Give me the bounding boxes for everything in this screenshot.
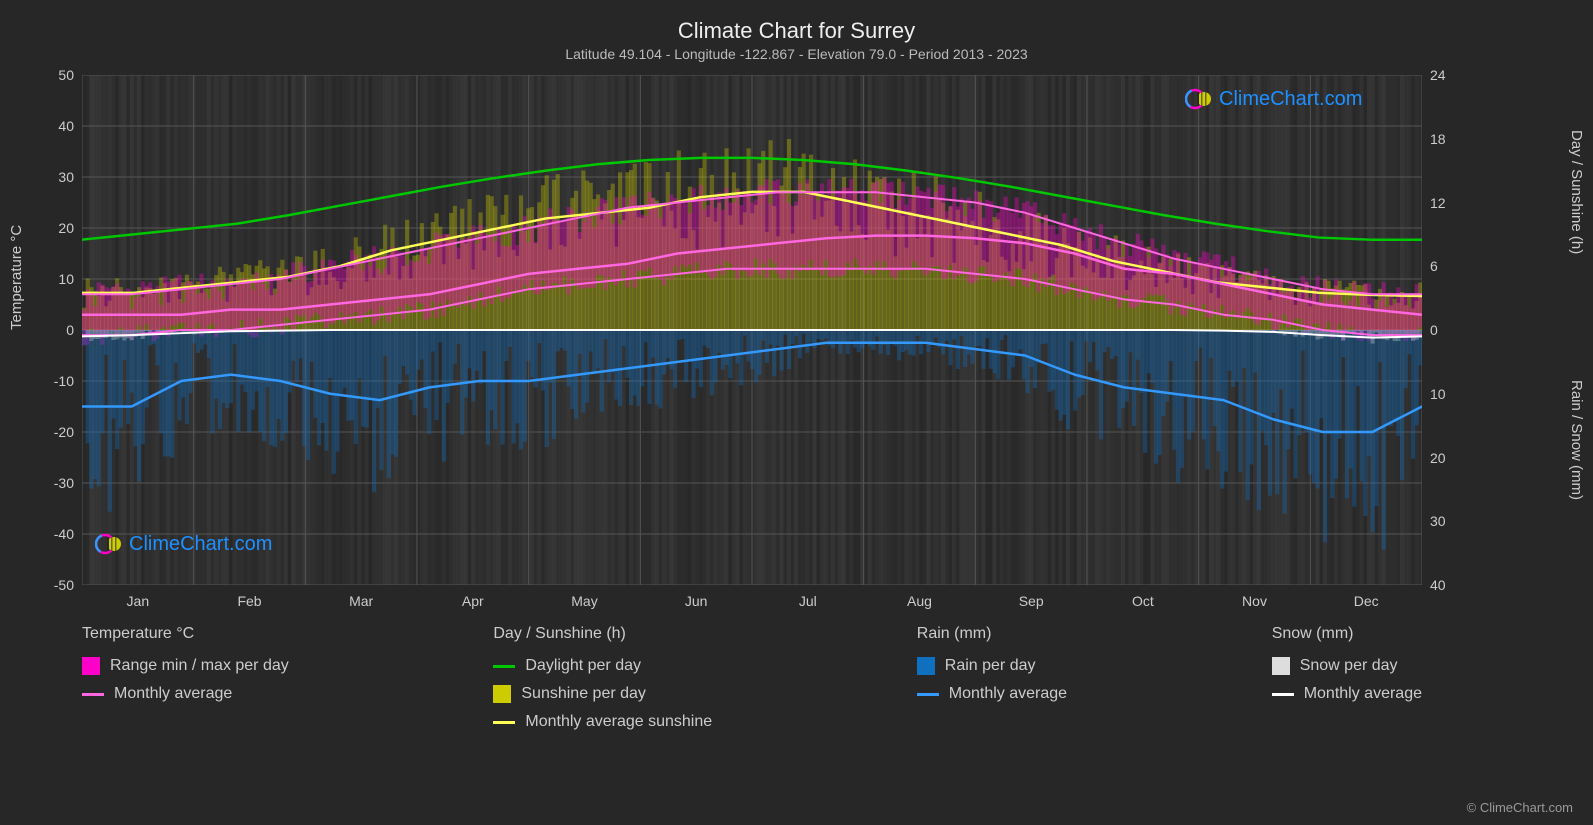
legend-column: Rain (mm) Rain per day Monthly average [917,625,1067,731]
axis-tick: Nov [1242,593,1267,609]
axis-tick: 10 [34,271,74,287]
axis-tick: 24 [1430,67,1446,83]
axis-tick: 6 [1430,258,1438,274]
legend-label: Daylight per day [525,657,641,675]
axis-tick: Jul [799,593,817,609]
brand-logo: ClimeChart.com [1185,85,1362,113]
axis-tick: 40 [1430,577,1446,593]
legend-column: Temperature °C Range min / max per day Mon… [82,625,289,731]
axis-tick: -20 [34,424,74,440]
axis-tick: 30 [1430,513,1446,529]
legend-label: Range min / max per day [110,657,289,675]
y-axis-right-top-label: Day / Sunshine (h) [1568,130,1585,254]
plot-area [82,75,1422,585]
legend-label: Monthly average sunshine [525,713,712,731]
axis-tick: Sep [1019,593,1044,609]
legend-item: Daylight per day [493,657,712,675]
legend-column: Day / Sunshine (h) Daylight per day Sunshi… [493,625,712,731]
axis-tick: 0 [34,322,74,338]
legend-label: Monthly average [949,685,1067,703]
axis-tick: 30 [34,169,74,185]
legend-label: Snow per day [1300,657,1398,675]
legend-item: Range min / max per day [82,657,289,675]
axis-tick: 20 [34,220,74,236]
axis-tick: 20 [1430,450,1446,466]
legend-item: Monthly average [82,685,289,703]
axis-tick: -40 [34,526,74,542]
axis-tick: Jun [685,593,708,609]
legend-item: Snow per day [1272,657,1422,675]
legend-label: Monthly average [114,685,232,703]
legend-label: Sunshine per day [521,685,646,703]
legend-swatch [493,721,515,724]
legend: Temperature °C Range min / max per day Mon… [82,625,1422,731]
legend-item: Monthly average sunshine [493,713,712,731]
chart-title: Climate Chart for Surrey [0,18,1593,44]
axis-tick: 12 [1430,195,1446,211]
legend-swatch [917,693,939,696]
axis-tick: Aug [907,593,932,609]
legend-swatch [917,657,935,675]
legend-item: Monthly average [1272,685,1422,703]
brand-text: ClimeChart.com [1219,88,1362,111]
copyright: © ClimeChart.com [1467,800,1573,815]
axis-tick: May [571,593,597,609]
chart-subtitle: Latitude 49.104 - Longitude -122.867 - E… [0,46,1593,62]
legend-swatch [493,685,511,703]
axis-tick: Feb [237,593,261,609]
y-axis-right-bottom-label: Rain / Snow (mm) [1568,380,1585,500]
axis-tick: 0 [1430,322,1438,338]
legend-label: Rain per day [945,657,1036,675]
legend-column: Snow (mm) Snow per day Monthly average [1272,625,1422,731]
axis-tick: Dec [1354,593,1379,609]
legend-swatch [493,665,515,668]
brand-logo: ClimeChart.com [95,530,272,558]
legend-header: Temperature °C [82,625,289,643]
axis-tick: 10 [1430,386,1446,402]
y-axis-left-label: Temperature °C [8,225,25,330]
legend-item: Rain per day [917,657,1067,675]
axis-tick: Jan [127,593,150,609]
legend-header: Rain (mm) [917,625,1067,643]
legend-swatch [82,693,104,696]
climate-chart-container: Climate Chart for Surrey Latitude 49.104… [0,0,1593,825]
axis-tick: Mar [349,593,373,609]
axis-tick: -50 [34,577,74,593]
legend-header: Snow (mm) [1272,625,1422,643]
axis-tick: -10 [34,373,74,389]
legend-swatch [82,657,100,675]
axis-tick: Apr [462,593,484,609]
axis-tick: -30 [34,475,74,491]
brand-text: ClimeChart.com [129,533,272,556]
legend-label: Monthly average [1304,685,1422,703]
legend-header: Day / Sunshine (h) [493,625,712,643]
legend-swatch [1272,693,1294,696]
legend-item: Sunshine per day [493,685,712,703]
axis-tick: 40 [34,118,74,134]
axis-tick: 50 [34,67,74,83]
legend-item: Monthly average [917,685,1067,703]
axis-tick: 18 [1430,131,1446,147]
legend-swatch [1272,657,1290,675]
axis-tick: Oct [1132,593,1154,609]
